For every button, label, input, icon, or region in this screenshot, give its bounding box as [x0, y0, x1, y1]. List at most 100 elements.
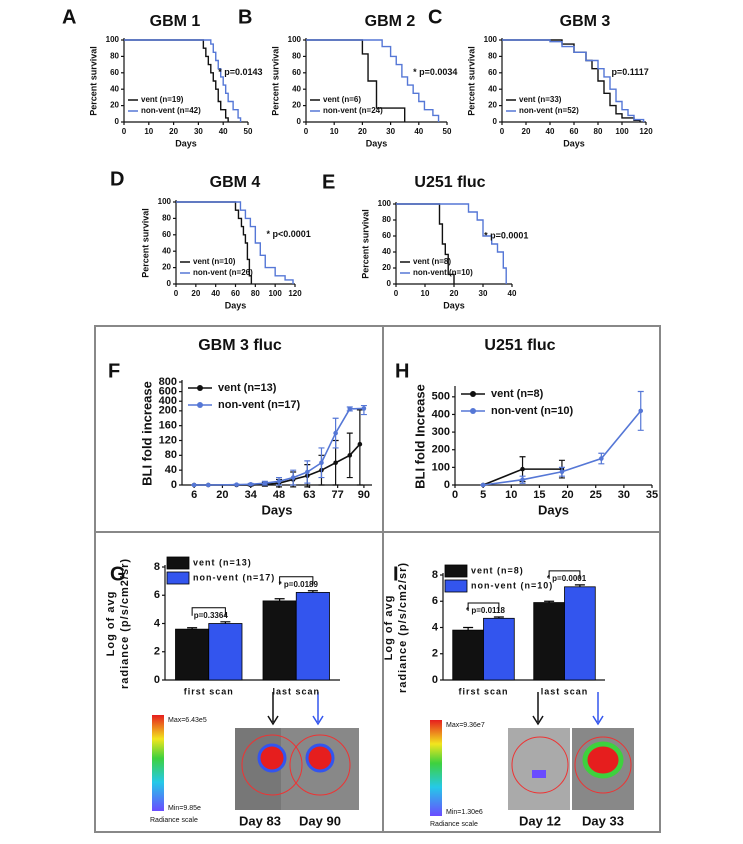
legend-label: non-vent (n=17) — [193, 572, 275, 582]
radiance-max: Max=6.43e5 — [168, 717, 207, 724]
y-tick-label: 100 — [378, 199, 392, 208]
legend-label: non-vent (n=10) — [491, 405, 574, 417]
x-tick-label: 20 — [216, 489, 228, 501]
y-tick-label: 800 — [159, 376, 177, 388]
y-tick-label: 0 — [493, 117, 498, 126]
legend-label: non-vent (n=10) — [471, 580, 553, 590]
y-tick-label: 40 — [488, 84, 497, 93]
y-tick-label: 0 — [444, 479, 450, 491]
survival-curve — [124, 39, 229, 122]
y-tick-label: 80 — [382, 215, 391, 224]
y-tick-label: 8 — [154, 561, 160, 573]
frame-f — [94, 325, 384, 533]
mouse-image — [508, 728, 570, 810]
y-tick-label: 200 — [432, 444, 450, 456]
error-bar — [307, 590, 318, 593]
x-tick-label: 40 — [211, 289, 220, 298]
panel-title: GBM 4 — [210, 174, 261, 191]
legend-label: non-vent (n=10) — [413, 268, 473, 277]
radiance-bar — [430, 720, 442, 816]
y-tick-label: 0 — [171, 479, 177, 491]
bar — [262, 600, 297, 681]
y-tick-label: 0 — [387, 279, 392, 288]
legend-swatch — [166, 571, 190, 585]
survival-curve — [502, 39, 641, 122]
x-tick-label: 20 — [169, 127, 178, 136]
bar — [295, 592, 330, 681]
x-tick-label: 30 — [194, 127, 203, 136]
y-tick-label: 100 — [432, 461, 450, 473]
y-tick-label: 0 — [297, 117, 302, 126]
legend-label: vent (n=13) — [193, 557, 252, 567]
x-tick-label: 40 — [508, 289, 517, 298]
x-tick-label: 25 — [590, 489, 602, 501]
error-bar — [493, 616, 504, 619]
x-tick-label: 30 — [479, 289, 488, 298]
survival-curve — [124, 39, 242, 122]
y-tick-label: 6 — [154, 589, 160, 601]
p-value: p=0.1117 — [611, 67, 648, 77]
x-tick-label: 30 — [386, 127, 395, 136]
y-tick-label: 60 — [162, 230, 171, 239]
y-tick-label: 8 — [432, 569, 438, 581]
bar — [175, 628, 210, 681]
x-tick-label: 90 — [358, 489, 370, 501]
data-point — [234, 482, 239, 487]
x-tick-label: 6 — [191, 489, 197, 501]
x-tick-label: 50 — [244, 127, 253, 136]
x-tick-label: 10 — [330, 127, 339, 136]
day-label: Day 90 — [299, 813, 341, 828]
legend-label: non-vent (n=24) — [323, 106, 383, 115]
panel-title: U251 fluc — [484, 337, 555, 354]
data-point — [191, 482, 197, 488]
day-label: Day 33 — [582, 813, 624, 828]
y-tick-label: 100 — [288, 35, 302, 44]
bar — [533, 602, 565, 681]
x-tick-label: 0 — [174, 289, 179, 298]
y-tick-label: 100 — [106, 35, 120, 44]
y-tick-label: 20 — [488, 101, 497, 110]
x-tick-label: 100 — [615, 127, 629, 136]
legend-label: vent (n=13) — [218, 382, 277, 394]
series-line — [194, 407, 364, 486]
radiance-min: Min=9.85e — [168, 805, 201, 812]
data-point — [290, 475, 296, 480]
data-point — [638, 408, 644, 414]
x-tick-label: 60 — [570, 127, 579, 136]
x-tick-label: first scan — [458, 686, 508, 696]
data-point — [305, 469, 310, 475]
roi — [574, 736, 632, 794]
y-tick-label: 100 — [484, 35, 498, 44]
y-tick-label: 0 — [167, 279, 172, 288]
y-tick-label: 200 — [159, 405, 177, 417]
y-tick-label: 80 — [162, 214, 171, 223]
panel-letter: I — [393, 563, 399, 585]
x-tick-label: 10 — [421, 289, 430, 298]
x-tick-label: 10 — [144, 127, 153, 136]
data-point — [333, 430, 338, 436]
survival-curve — [396, 203, 507, 284]
y-tick-label: 2 — [154, 646, 160, 658]
bar — [483, 617, 515, 681]
x-tick-label: 5 — [480, 489, 486, 501]
legend-label: non-vent (n=26) — [193, 268, 253, 277]
y-tick-label: 400 — [432, 408, 450, 420]
radiance-scale: Radiance scale — [150, 817, 198, 824]
arrow-head — [312, 715, 324, 726]
panel-title: GBM 1 — [150, 13, 201, 30]
panel-title: GBM 3 fluc — [198, 337, 282, 354]
x-tick-label: 40 — [219, 127, 228, 136]
x-tick-label: 20 — [358, 127, 367, 136]
y-tick-label: 300 — [432, 426, 450, 438]
error-bar — [463, 626, 474, 631]
x-axis-label: Days — [175, 138, 197, 148]
x-axis-label: Days — [563, 138, 585, 148]
imaging-i: Max=9.36e7 Min=1.30e6 Radiance scale Day… — [430, 692, 634, 828]
x-tick-label: 20 — [191, 289, 200, 298]
signal — [532, 770, 546, 778]
data-point — [205, 482, 211, 488]
p-value: * p=0.0034 — [413, 67, 457, 77]
error-bar — [274, 598, 285, 601]
y-axis-label: Percent survival — [140, 208, 150, 278]
arrow-head — [532, 715, 544, 726]
